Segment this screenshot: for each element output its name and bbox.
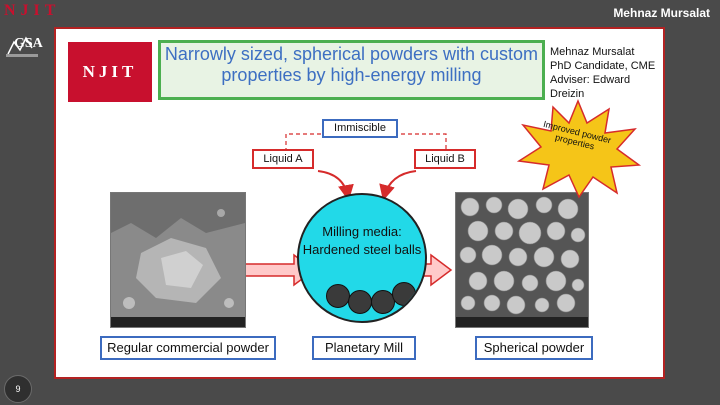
milling-media-line2: Hardened steel balls — [302, 242, 422, 257]
presenter-name: Mehnaz Mursalat — [613, 6, 710, 20]
caption-planetary-mill: Planetary Mill — [312, 336, 416, 360]
caption-spherical-powder: Spherical powder — [475, 336, 593, 360]
liquid-b-arrow — [379, 170, 417, 201]
author-line: Dreizin — [550, 88, 585, 100]
slide-canvas: NJIT Narrowly sized, spherical powders w… — [54, 27, 665, 379]
caption-regular-powder: Regular commercial powder — [100, 336, 276, 360]
planetary-mill-diagram: Milling media: Hardened steel balls — [297, 193, 427, 323]
immiscible-label: Immiscible — [322, 119, 398, 138]
starburst-icon — [516, 99, 642, 199]
steel-ball — [371, 290, 395, 314]
steel-ball — [392, 282, 416, 306]
author-line: Adviser: Edward — [550, 74, 631, 86]
author-block: Mehnaz Mursalat PhD Candidate, CME Advis… — [550, 45, 660, 101]
liquid-a-label: Liquid A — [252, 149, 314, 169]
slide-title: Narrowly sized, spherical powders with c… — [158, 40, 545, 100]
author-line: Mehnaz Mursalat — [550, 46, 635, 58]
njit-badge: NJIT — [68, 42, 152, 102]
regular-powder-sem-image — [110, 192, 246, 328]
diagram-connectors — [243, 133, 453, 287]
steel-ball — [326, 284, 350, 308]
improved-properties-starburst: Improved powder properties — [513, 99, 643, 199]
slide-number: 9 — [4, 375, 32, 403]
liquid-b-label: Liquid B — [414, 149, 476, 169]
spherical-powder-sem-image — [455, 192, 589, 328]
gsa-logo-text: GSA — [14, 36, 43, 51]
milling-media-line1: Milling media: — [322, 224, 402, 239]
steel-ball — [348, 290, 372, 314]
gsa-logo-underline — [6, 54, 38, 57]
gsa-emblem-icon — [7, 36, 33, 55]
immiscible-dashed-right — [401, 133, 447, 157]
milling-media-text: Milling media: Hardened steel balls — [299, 223, 425, 259]
author-line: PhD Candidate, CME — [550, 60, 656, 72]
njit-logo: NJIT — [4, 2, 61, 19]
liquid-a-arrow — [317, 170, 354, 201]
